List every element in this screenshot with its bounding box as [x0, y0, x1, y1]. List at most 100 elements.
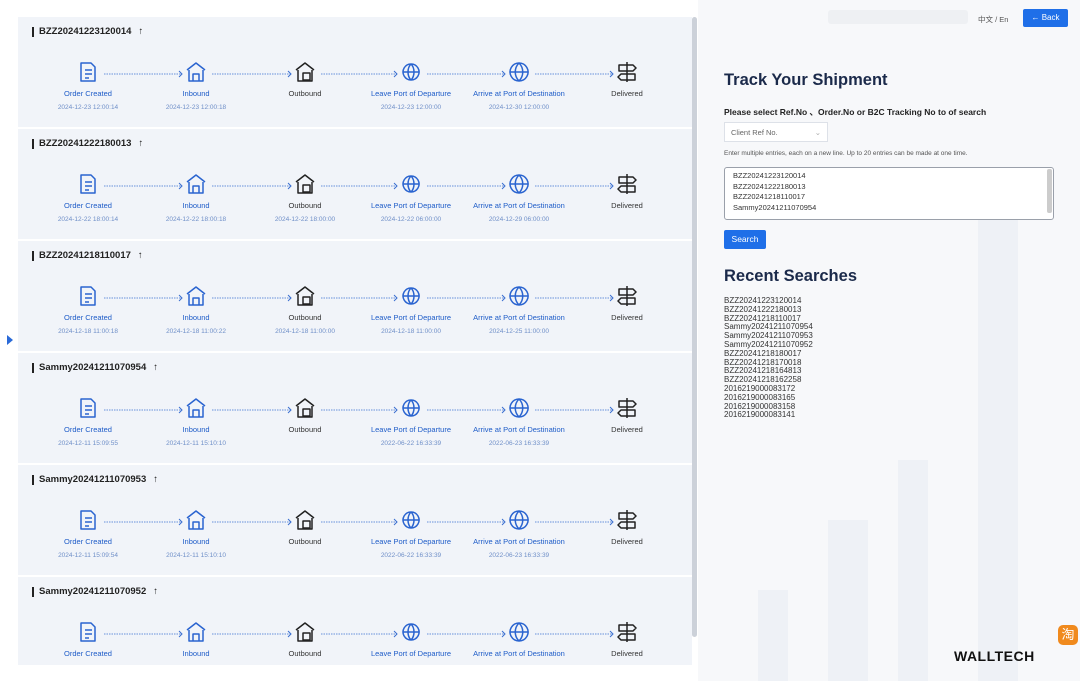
step-icon: [617, 62, 637, 82]
step-icon: [617, 622, 637, 642]
entries-textarea[interactable]: BZZ20241223120014 BZZ20241222180013 BZZ202…: [724, 167, 1054, 220]
step-label: Leave Port of Departure: [370, 89, 452, 98]
step-label: Outbound: [288, 425, 322, 434]
step-label: Arrive at Port of Destination: [473, 89, 565, 98]
recent-item[interactable]: BZZ20241218110017: [724, 313, 801, 323]
step-time: 2024-12-23 12:00:00: [380, 104, 442, 111]
step-icon: [186, 510, 206, 530]
collapse-arrow: ↑: [153, 586, 158, 597]
connector-arrow: [287, 518, 292, 526]
recent-list: BZZ20241223120014 BZZ20241222180013 BZZ202…: [724, 296, 813, 420]
recent-item[interactable]: BZZ20241218162258: [724, 375, 802, 385]
recent-item[interactable]: 2016219000083158: [724, 401, 796, 411]
step-icon: [186, 398, 206, 418]
connector-arrow: [287, 70, 292, 78]
step-icon: [80, 286, 96, 306]
connector-arrow: [178, 518, 183, 526]
step-label: Delivered: [611, 201, 643, 210]
recent-item[interactable]: 2016219000083165: [724, 392, 796, 402]
recent-item[interactable]: BZZ20241222180013: [724, 304, 802, 314]
entry-line: BZZ20241222180013: [733, 181, 806, 191]
recent-item[interactable]: Sammy20241211070952: [724, 339, 813, 349]
connector-arrow: [393, 294, 398, 302]
step-label: Outbound: [288, 89, 322, 98]
step-label: Outbound: [288, 201, 322, 210]
step-label: Order Created: [64, 425, 112, 434]
recent-item[interactable]: Sammy20241211070953: [724, 331, 813, 341]
step-icon: [295, 622, 315, 642]
step-label: Order Created: [64, 313, 112, 322]
recent-item[interactable]: BZZ20241223120014: [724, 296, 802, 305]
timeline: [80, 398, 637, 418]
scrollbar[interactable]: [692, 17, 697, 637]
connector-arrow: [178, 406, 183, 414]
shipment-ref: BZZ20241222180013 ↑: [32, 139, 143, 149]
recent-item[interactable]: BZZ20241218180017: [724, 348, 802, 358]
shipment-card[interactable]: BZZ20241218110017 ↑ Order Created 2024-12-1…: [18, 241, 692, 351]
step-label: Leave Port of Departure: [370, 313, 452, 322]
step-label: Inbound: [182, 313, 210, 322]
step-label: Arrive at Port of Destination: [473, 425, 565, 434]
select-value: Client Ref No.: [731, 128, 778, 137]
shipment-ref: Sammy20241211070954 ↑: [32, 363, 158, 373]
search-button[interactable]: Search: [724, 230, 766, 249]
select-caret: ⌄: [814, 128, 821, 137]
step-label: Delivered: [611, 313, 643, 322]
back-button[interactable]: ← Back: [1023, 9, 1068, 27]
floating-badge[interactable]: 淘: [1058, 625, 1078, 645]
step-label: Inbound: [182, 649, 210, 658]
step-label: Outbound: [288, 313, 322, 322]
step-label: Outbound: [288, 537, 322, 546]
step-time: 2024-12-18 11:00:18: [58, 328, 118, 335]
timeline: [80, 622, 637, 642]
step-icon: [80, 510, 96, 530]
step-time: 2024-12-25 11:00:00: [489, 328, 549, 335]
step-label: Inbound: [182, 537, 210, 546]
shipment-card[interactable]: BZZ20241223120014 ↑ Order Created 2024-12-2…: [18, 17, 692, 127]
shipment-card[interactable]: Sammy20241211070953 ↑ Order Created 2024-12…: [18, 465, 692, 575]
step-time: 2024-12-11 15:10:10: [166, 552, 226, 559]
step-icon: [295, 174, 315, 194]
connector-arrow: [609, 518, 614, 526]
shipment-card[interactable]: Sammy20241211070952 ↑ Order Created Inbound…: [18, 577, 692, 665]
connector-arrow: [609, 294, 614, 302]
recent-item[interactable]: BZZ20241218170018: [724, 357, 802, 367]
step-time: 2024-12-29 06:00:00: [488, 216, 550, 223]
shipment-ref: BZZ20241218110017 ↑: [32, 251, 143, 261]
connector-arrow: [609, 182, 614, 190]
entry-line: Sammy20241211070954: [733, 202, 817, 212]
shipment-ref: Sammy20241211070952 ↑: [32, 587, 158, 597]
shipment-card[interactable]: BZZ20241222180013 ↑ Order Created 2024-12-2…: [18, 129, 692, 239]
step-icon: [617, 286, 637, 306]
step-time: 2024-12-30 12:00:00: [488, 104, 550, 111]
connector-arrow: [501, 518, 506, 526]
shipment-card[interactable]: Sammy20241211070954 ↑ Order Created 2024-12…: [18, 353, 692, 463]
step-label: Order Created: [64, 201, 112, 210]
recent-item[interactable]: Sammy20241211070954: [724, 322, 813, 332]
recent-item[interactable]: 2016219000083141: [724, 410, 796, 420]
recent-item[interactable]: BZZ20241218164813: [724, 366, 802, 376]
step-label: Leave Port of Departure: [370, 649, 452, 658]
step-icon: [80, 62, 96, 82]
step-icon: [80, 622, 96, 642]
collapse-arrow: ↑: [153, 362, 158, 373]
language-switch[interactable]: 中文 / En: [978, 15, 1009, 24]
step-label: Leave Port of Departure: [370, 425, 452, 434]
step-icon: [509, 62, 529, 82]
step-time: 2024-12-11 15:09:55: [58, 440, 118, 447]
step-icon: [509, 510, 529, 530]
ref-select[interactable]: Client Ref No. ⌄: [724, 122, 828, 142]
step-label: Leave Port of Departure: [370, 201, 452, 210]
step-time: 2022-06-22 16:33:39: [380, 440, 442, 447]
connector-arrow: [609, 406, 614, 414]
step-icon: [295, 62, 315, 82]
step-time: 2024-12-11 15:10:10: [166, 440, 226, 447]
instruction: Please select Ref.No 、Order.No or B2C Tr…: [724, 107, 987, 117]
step-icon: [617, 174, 637, 194]
expand-arrow[interactable]: [6, 334, 14, 346]
step-icon: [509, 174, 529, 194]
step-icon: [295, 398, 315, 418]
step-icon: [402, 623, 420, 641]
decoration: [828, 520, 868, 681]
recent-item[interactable]: 2016219000083172: [724, 383, 796, 393]
